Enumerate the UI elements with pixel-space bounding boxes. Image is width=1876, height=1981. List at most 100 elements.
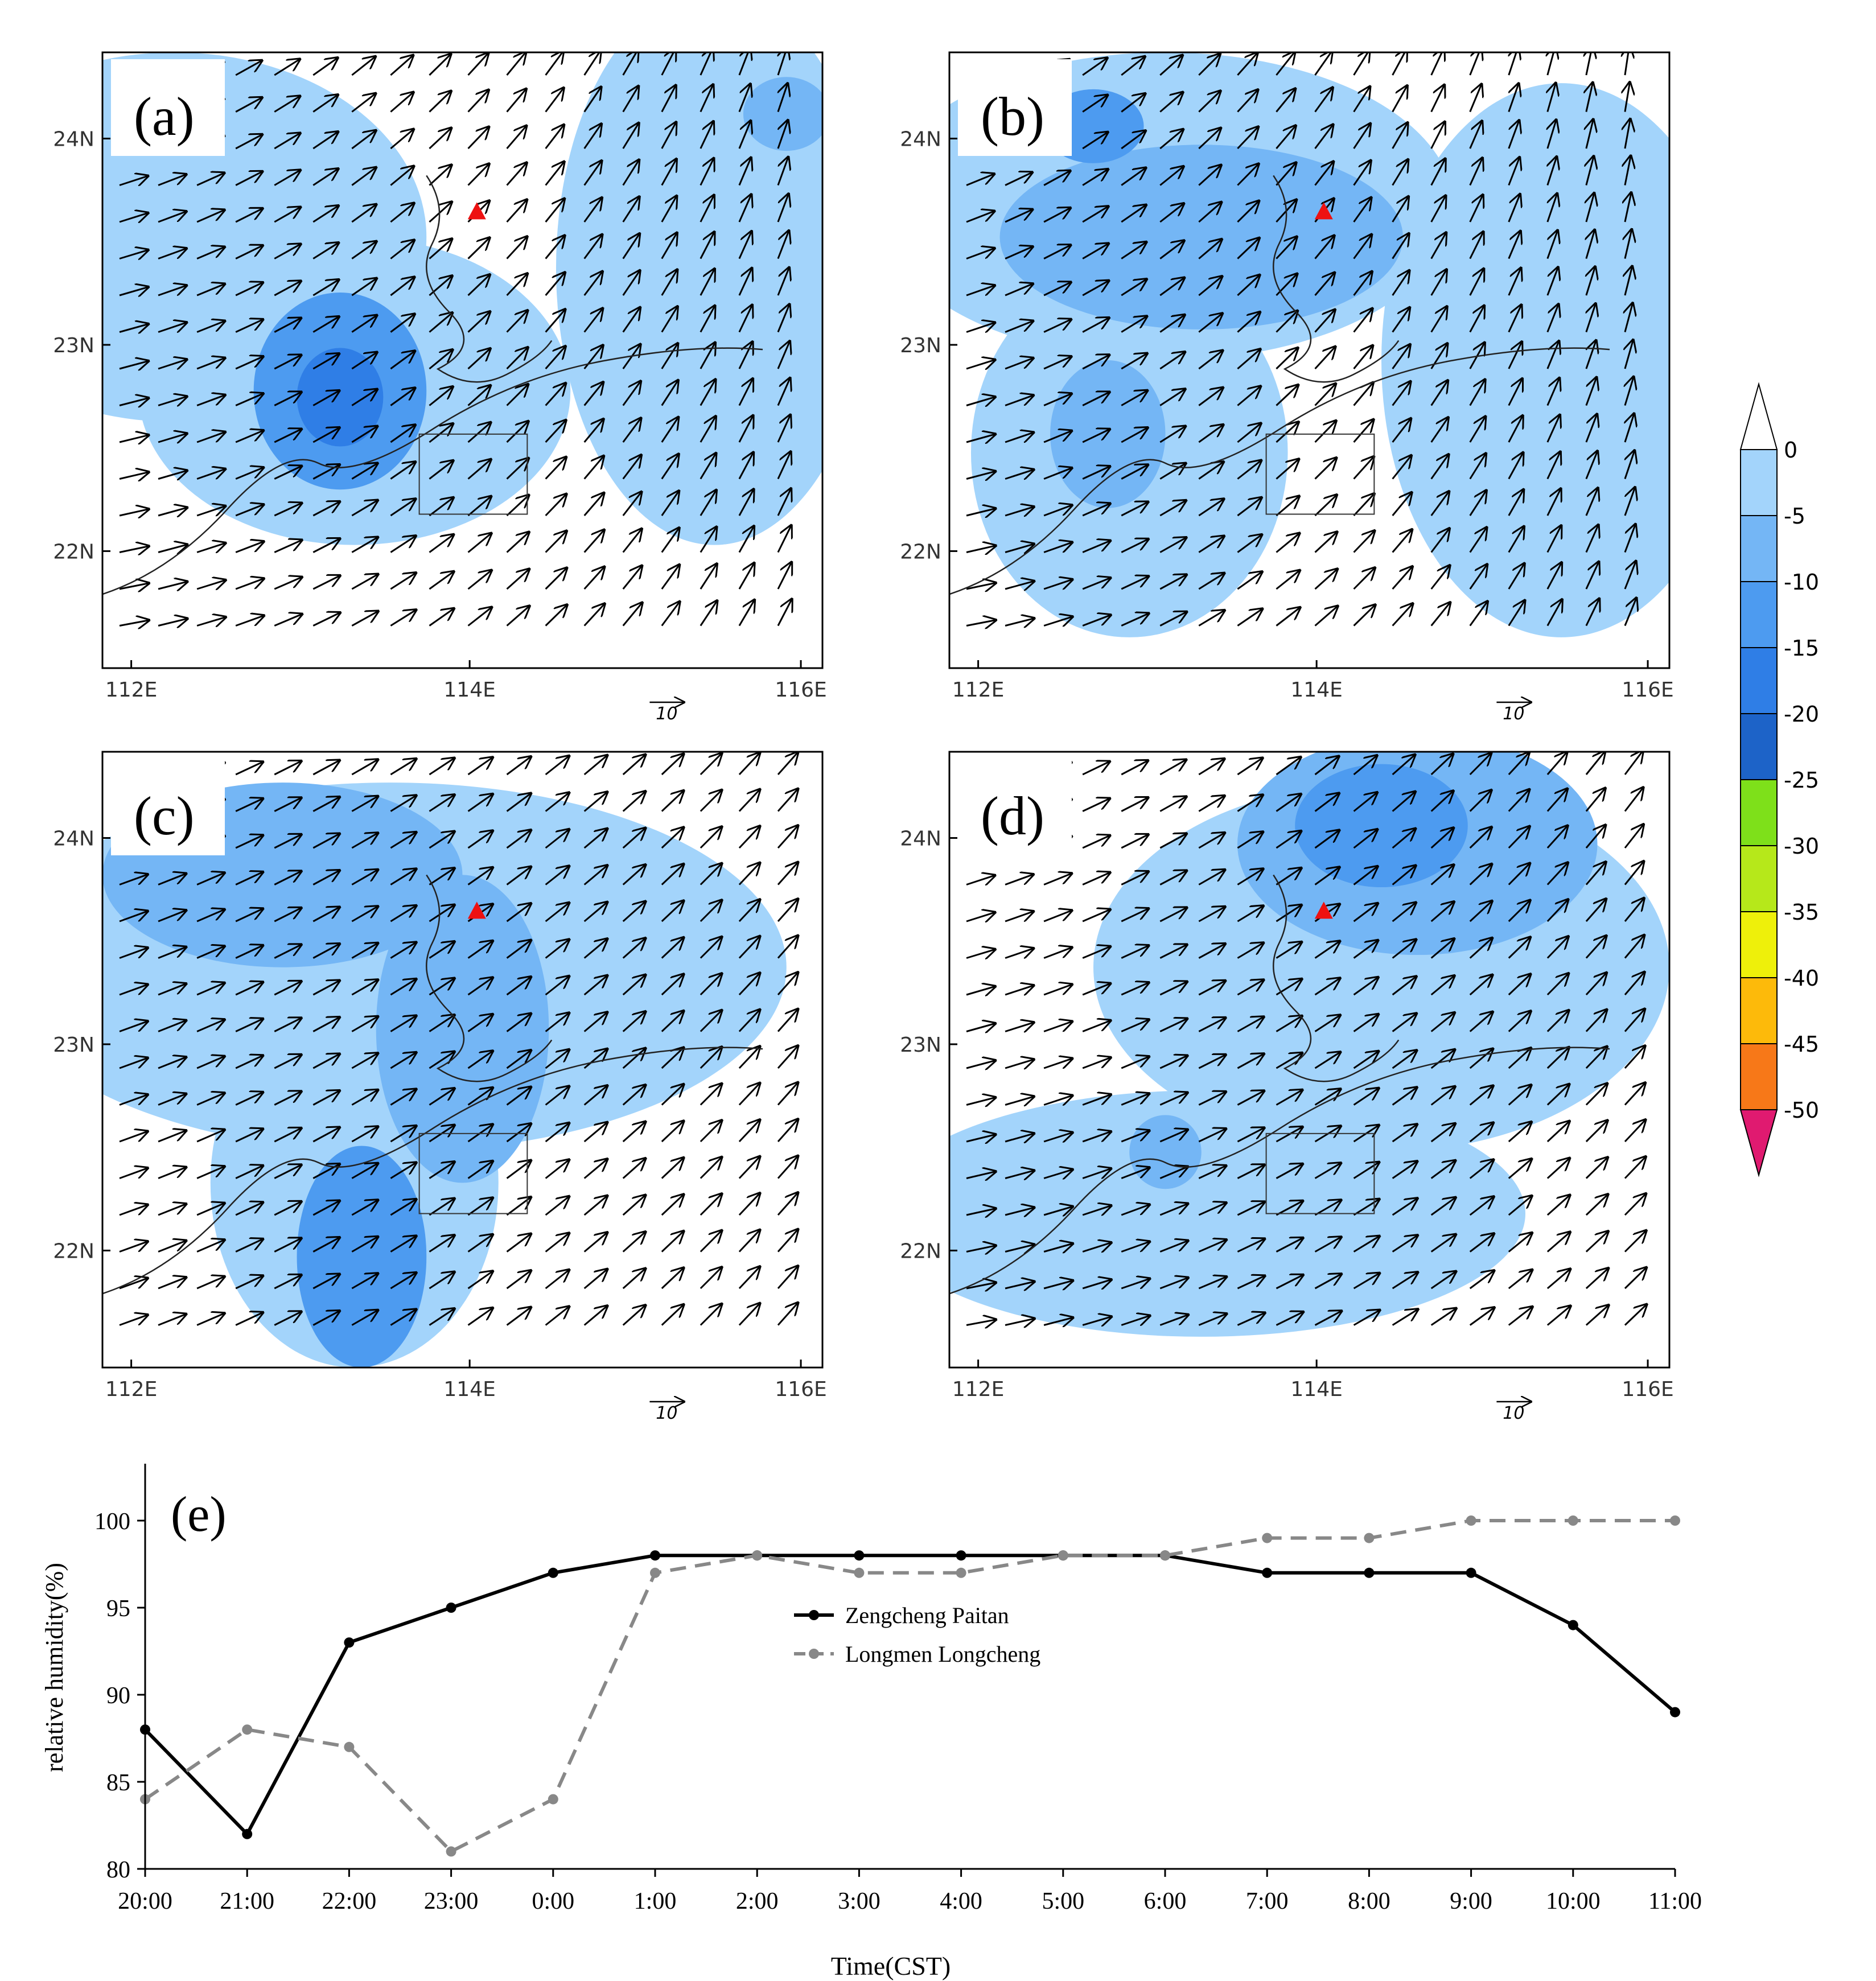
data-point (446, 1603, 456, 1613)
map-x-tick-label: 112E (952, 678, 1004, 702)
colorbar-tick-label: 0 (1784, 438, 1797, 463)
data-point (1670, 1707, 1680, 1718)
data-point (956, 1550, 966, 1561)
map-x-tick-label: 116E (1622, 678, 1673, 702)
x-tick-label: 20:00 (118, 1888, 172, 1914)
colorbar-tick-label: -20 (1784, 702, 1819, 727)
colorbar-segment (1740, 779, 1778, 846)
map-y-tick-label: 22N (53, 540, 94, 563)
data-point (1466, 1567, 1476, 1578)
data-point (752, 1550, 763, 1561)
map-y-tick-label: 24N (53, 127, 94, 151)
station-marker (1314, 202, 1333, 220)
station-marker (1314, 901, 1333, 919)
map-y-tick-label: 24N (900, 127, 941, 151)
series-line (143, 1554, 1676, 1837)
series-line (144, 1519, 1675, 1854)
data-point (1262, 1533, 1273, 1543)
series-group (140, 1515, 1680, 1857)
legend-label: Longmen Longcheng (845, 1641, 1040, 1667)
x-tick-label: 10:00 (1546, 1888, 1601, 1914)
data-point (242, 1724, 253, 1735)
y-tick-label: 90 (106, 1683, 130, 1709)
map-x-tick-label: 112E (952, 1378, 1004, 1401)
colorbar-tick-label: -50 (1784, 1098, 1819, 1123)
colorbar-tick-label: -30 (1784, 834, 1819, 859)
data-point (344, 1637, 355, 1648)
map-panel: (d) 24N 23N 22N 112E 114E 116E 10 (900, 751, 1674, 1423)
wind-vectors (119, 752, 798, 1326)
panel-label: (a) (134, 86, 195, 147)
y-tick-label: 85 (106, 1770, 130, 1796)
reference-vector-label: 10 (656, 704, 677, 724)
data-point (956, 1567, 966, 1578)
station-marker (467, 901, 486, 919)
map-panels: (a) 24N 23N 22N 112E 114E 116E 10 (b) 24N 23N 22N 11… (53, 51, 1674, 1423)
x-tick-label: 3:00 (838, 1888, 881, 1914)
colorbar-tick-label: -40 (1784, 966, 1819, 991)
colorbar-tick-label: -45 (1784, 1032, 1819, 1057)
x-axis-ticks: 20:00 21:00 22:00 23:00 0:00 1:00 2:00 3:00 4:00… (118, 1869, 1702, 1914)
colorbar-segment (1740, 647, 1778, 714)
data-point (1262, 1567, 1273, 1578)
colorbar-segment (1740, 449, 1778, 516)
x-tick-label: 7:00 (1246, 1888, 1289, 1914)
map-y-tick-label: 24N (53, 827, 94, 850)
colorbar-segment (1740, 977, 1778, 1044)
y-tick-label: 80 (106, 1857, 130, 1883)
x-tick-label: 2:00 (736, 1888, 779, 1914)
colorbar-tick-label: -5 (1784, 504, 1805, 529)
x-tick-label: 0:00 (532, 1888, 574, 1914)
data-point (650, 1550, 660, 1561)
y-tick-label: 95 (106, 1596, 130, 1622)
colorbar-segment (1740, 845, 1778, 912)
line-chart-e: 80 85 90 95 100 20:00 21:00 22:00 23:00 0:00 1:00… (40, 1464, 1702, 1980)
colorbar-tick-label: -35 (1784, 900, 1819, 925)
data-point (548, 1794, 558, 1805)
colorbar-segment (1740, 581, 1778, 648)
x-tick-label: 9:00 (1450, 1888, 1492, 1914)
panel-label: (b) (981, 86, 1044, 147)
x-tick-label: 11:00 (1648, 1888, 1702, 1914)
wind-vectors (966, 752, 1647, 1325)
colorbar-segment (1740, 713, 1778, 780)
map-y-tick-label: 23N (900, 1033, 941, 1057)
map-y-tick-label: 22N (53, 1239, 94, 1263)
colorbar-segment (1740, 1043, 1778, 1110)
map-x-tick-label: 114E (1290, 1378, 1342, 1401)
map-panel: (c) 24N 23N 22N 112E 114E 116E 10 (53, 751, 827, 1423)
x-tick-label: 22:00 (322, 1888, 377, 1914)
colorbar-top-cap (1739, 382, 1778, 450)
map-x-tick-label: 116E (1622, 1378, 1673, 1401)
panel-label: (c) (134, 785, 195, 846)
map-x-tick-label: 114E (443, 678, 495, 702)
x-tick-label: 23:00 (424, 1888, 479, 1914)
y-tick-label: 100 (94, 1509, 130, 1535)
map-x-tick-label: 114E (443, 1378, 495, 1401)
map-y-tick-label: 23N (53, 334, 94, 357)
x-axis-label: Time(CST) (831, 1951, 951, 1980)
map-y-tick-label: 22N (900, 540, 941, 563)
x-tick-label: 8:00 (1348, 1888, 1390, 1914)
map-y-tick-label: 24N (900, 827, 941, 850)
y-axis-ticks: 80 85 90 95 100 (94, 1509, 145, 1883)
data-point (1058, 1550, 1068, 1561)
data-point (242, 1828, 253, 1839)
colorbar-segment (1740, 911, 1778, 978)
reference-vector-label: 10 (1503, 704, 1524, 724)
colorbar-tick-label: -15 (1784, 636, 1819, 661)
reference-vector-label: 10 (1503, 1403, 1524, 1423)
map-x-tick-label: 112E (105, 1378, 157, 1401)
wind-vectors (119, 52, 792, 626)
map-panel: (a) 24N 23N 22N 112E 114E 116E 10 (53, 51, 827, 724)
colorbar-bottom-cap (1739, 1109, 1778, 1177)
map-y-tick-label: 22N (900, 1239, 941, 1263)
map-panel: (b) 24N 23N 22N 112E 114E 116E 10 (900, 51, 1674, 724)
map-y-tick-label: 23N (53, 1033, 94, 1057)
legend: Zengcheng Paitan Longmen Longcheng (794, 1603, 1040, 1667)
data-point (1466, 1515, 1476, 1526)
map-y-tick-label: 23N (900, 334, 941, 357)
data-point (650, 1567, 660, 1578)
data-point (446, 1846, 456, 1857)
